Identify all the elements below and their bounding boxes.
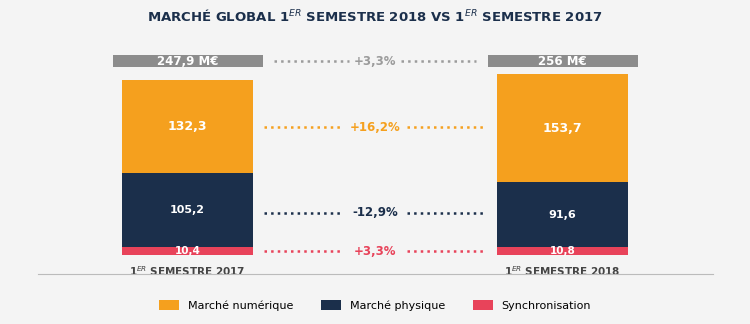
Bar — [496, 182, 628, 247]
Bar — [496, 247, 628, 255]
Text: +3,3%: +3,3% — [354, 54, 396, 68]
Bar — [122, 248, 253, 255]
Bar — [112, 55, 262, 67]
Bar — [488, 55, 638, 67]
Text: +3,3%: +3,3% — [354, 245, 396, 258]
Text: 1$^{ER}$ SEMESTRE 2017: 1$^{ER}$ SEMESTRE 2017 — [130, 265, 245, 279]
Text: -12,9%: -12,9% — [352, 206, 398, 219]
Text: 10,8: 10,8 — [550, 246, 575, 256]
Text: 1$^{ER}$ SEMESTRE 2018: 1$^{ER}$ SEMESTRE 2018 — [504, 265, 621, 279]
Text: 10,4: 10,4 — [175, 246, 200, 256]
Text: MARCHÉ GLOBAL 1$^{ER}$ SEMESTRE 2018 VS 1$^{ER}$ SEMESTRE 2017: MARCHÉ GLOBAL 1$^{ER}$ SEMESTRE 2018 VS … — [147, 8, 603, 24]
Bar — [122, 173, 253, 248]
Bar — [496, 74, 628, 182]
Text: 132,3: 132,3 — [168, 120, 207, 133]
Text: 247,9 M€: 247,9 M€ — [157, 54, 218, 68]
Text: 256 M€: 256 M€ — [538, 54, 586, 68]
Bar — [122, 79, 253, 173]
Text: 105,2: 105,2 — [170, 205, 205, 215]
Legend: Marché numérique, Marché physique, Synchronisation: Marché numérique, Marché physique, Synch… — [154, 295, 596, 315]
Text: 153,7: 153,7 — [543, 122, 582, 134]
Text: +16,2%: +16,2% — [350, 121, 400, 134]
Text: 91,6: 91,6 — [548, 210, 576, 220]
